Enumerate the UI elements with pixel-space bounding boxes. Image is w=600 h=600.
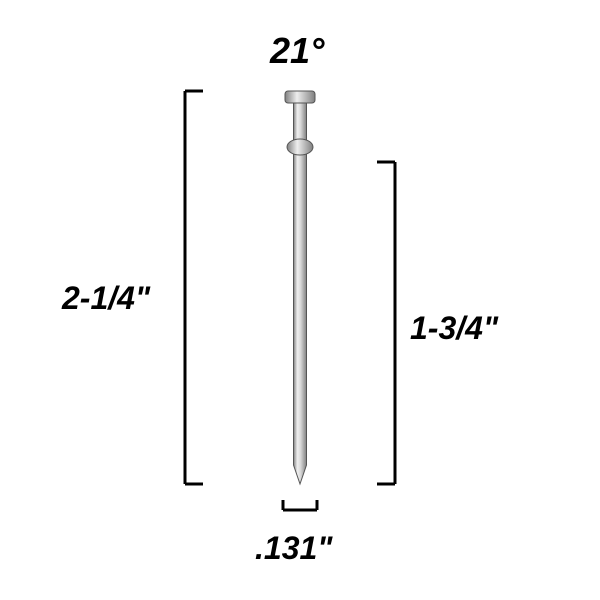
nail-diagram <box>0 0 600 600</box>
nail-illustration <box>285 91 315 484</box>
right-bracket <box>377 162 395 484</box>
bottom-bracket <box>283 500 317 510</box>
left-bracket <box>185 91 203 484</box>
